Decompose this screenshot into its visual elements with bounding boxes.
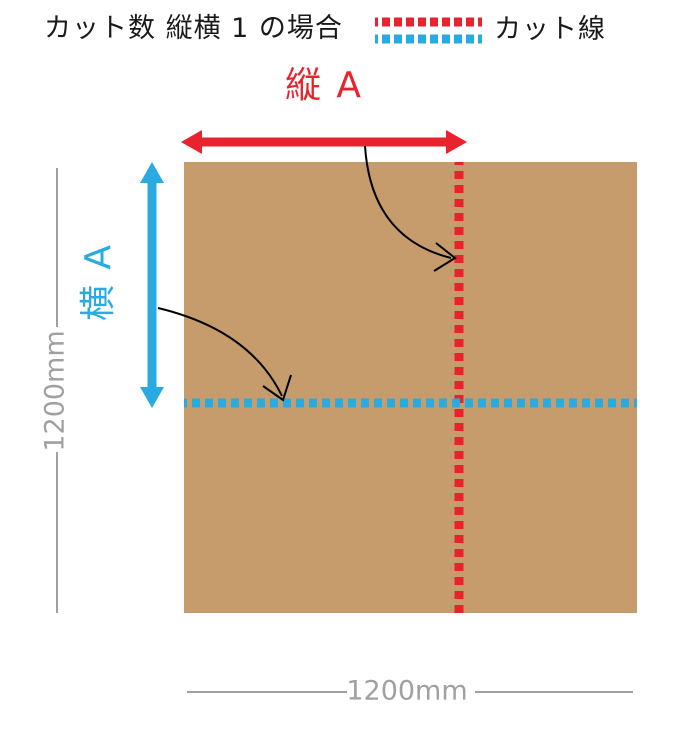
horizontal-cut-measure-arrow <box>140 162 164 408</box>
red-arrow-right-head-icon <box>446 130 467 154</box>
curve-arrow-to-vertical-cut <box>364 145 457 272</box>
board-height-dimension-label: 1200mm <box>39 330 71 452</box>
red-arrow-left-head-icon <box>181 130 202 154</box>
blue-arrow-bottom-head-icon <box>140 387 164 408</box>
board-rect <box>184 162 637 613</box>
board-width-dimension-label: 1200mm <box>346 675 468 707</box>
curve-to-vertical-cut-path <box>364 145 452 259</box>
diagram-title: カット数 縦横 1 の場合 <box>44 13 343 44</box>
vertical-cut-label: 縦 A <box>284 65 364 106</box>
curve-to-vertical-cut-arrowhead-icon <box>433 242 457 272</box>
curve-to-horizontal-cut-arrowhead-icon <box>262 374 292 402</box>
horizontal-cut-label: 横 A <box>78 242 119 322</box>
vertical-cut-measure-arrow <box>181 130 467 154</box>
curve-to-horizontal-cut-path <box>157 307 283 397</box>
blue-arrow-top-head-icon <box>140 162 164 183</box>
curve-arrow-to-horizontal-cut <box>157 307 292 402</box>
legend-cut-line-label: カット線 <box>494 14 606 45</box>
